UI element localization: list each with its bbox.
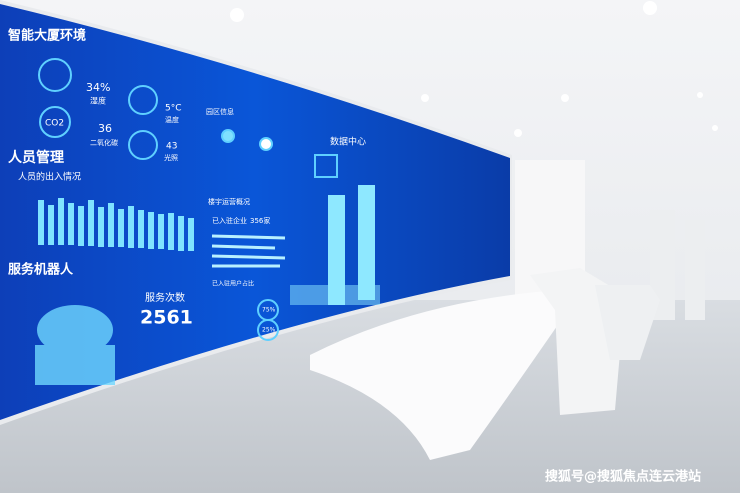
column bbox=[685, 220, 705, 320]
robot-graphic bbox=[35, 305, 115, 385]
kiosk bbox=[595, 285, 660, 360]
center-title: 数据中心 bbox=[330, 136, 366, 148]
progress-lines bbox=[211, 234, 286, 268]
env-title: 智能大厦环境 bbox=[8, 28, 86, 44]
co2-icon: CO2 bbox=[45, 119, 64, 129]
people-subtitle: 人员的出入情况 bbox=[18, 171, 81, 183]
people-title: 人员管理 bbox=[8, 149, 64, 166]
lights bbox=[230, 1, 718, 137]
building-graphic bbox=[290, 185, 380, 305]
bar-graphic bbox=[38, 198, 194, 251]
building-title: 楼宇运营概况 bbox=[208, 197, 250, 206]
enterprise-value: 356家 bbox=[250, 216, 270, 225]
ratio-a: 75% bbox=[262, 307, 276, 314]
park-title: 园区信息 bbox=[206, 107, 234, 116]
light-value: 43 bbox=[166, 142, 177, 152]
light-label: 光照 bbox=[164, 153, 178, 162]
co2-value: 36 bbox=[98, 122, 112, 135]
screen bbox=[0, 4, 510, 420]
watermark: 搜狐号@搜狐焦点连云港站 bbox=[545, 469, 701, 485]
temp-value: 5°C bbox=[165, 104, 182, 114]
humidity-value: 34% bbox=[86, 81, 110, 94]
enterprise-label: 已入驻企业 bbox=[212, 216, 247, 225]
service-value: 2561 bbox=[140, 307, 193, 329]
ratio-b: 25% bbox=[262, 327, 276, 334]
co2-label: 二氧化碳 bbox=[90, 138, 118, 147]
icons bbox=[38, 58, 338, 341]
service-label: 服务次数 bbox=[145, 291, 185, 304]
desk bbox=[310, 290, 575, 460]
user-ratio-title: 已入驻用户占比 bbox=[212, 280, 254, 288]
robot-title: 服务机器人 bbox=[8, 262, 74, 278]
humidity-label: 湿度 bbox=[90, 96, 106, 106]
temp-label: 温度 bbox=[165, 115, 179, 124]
